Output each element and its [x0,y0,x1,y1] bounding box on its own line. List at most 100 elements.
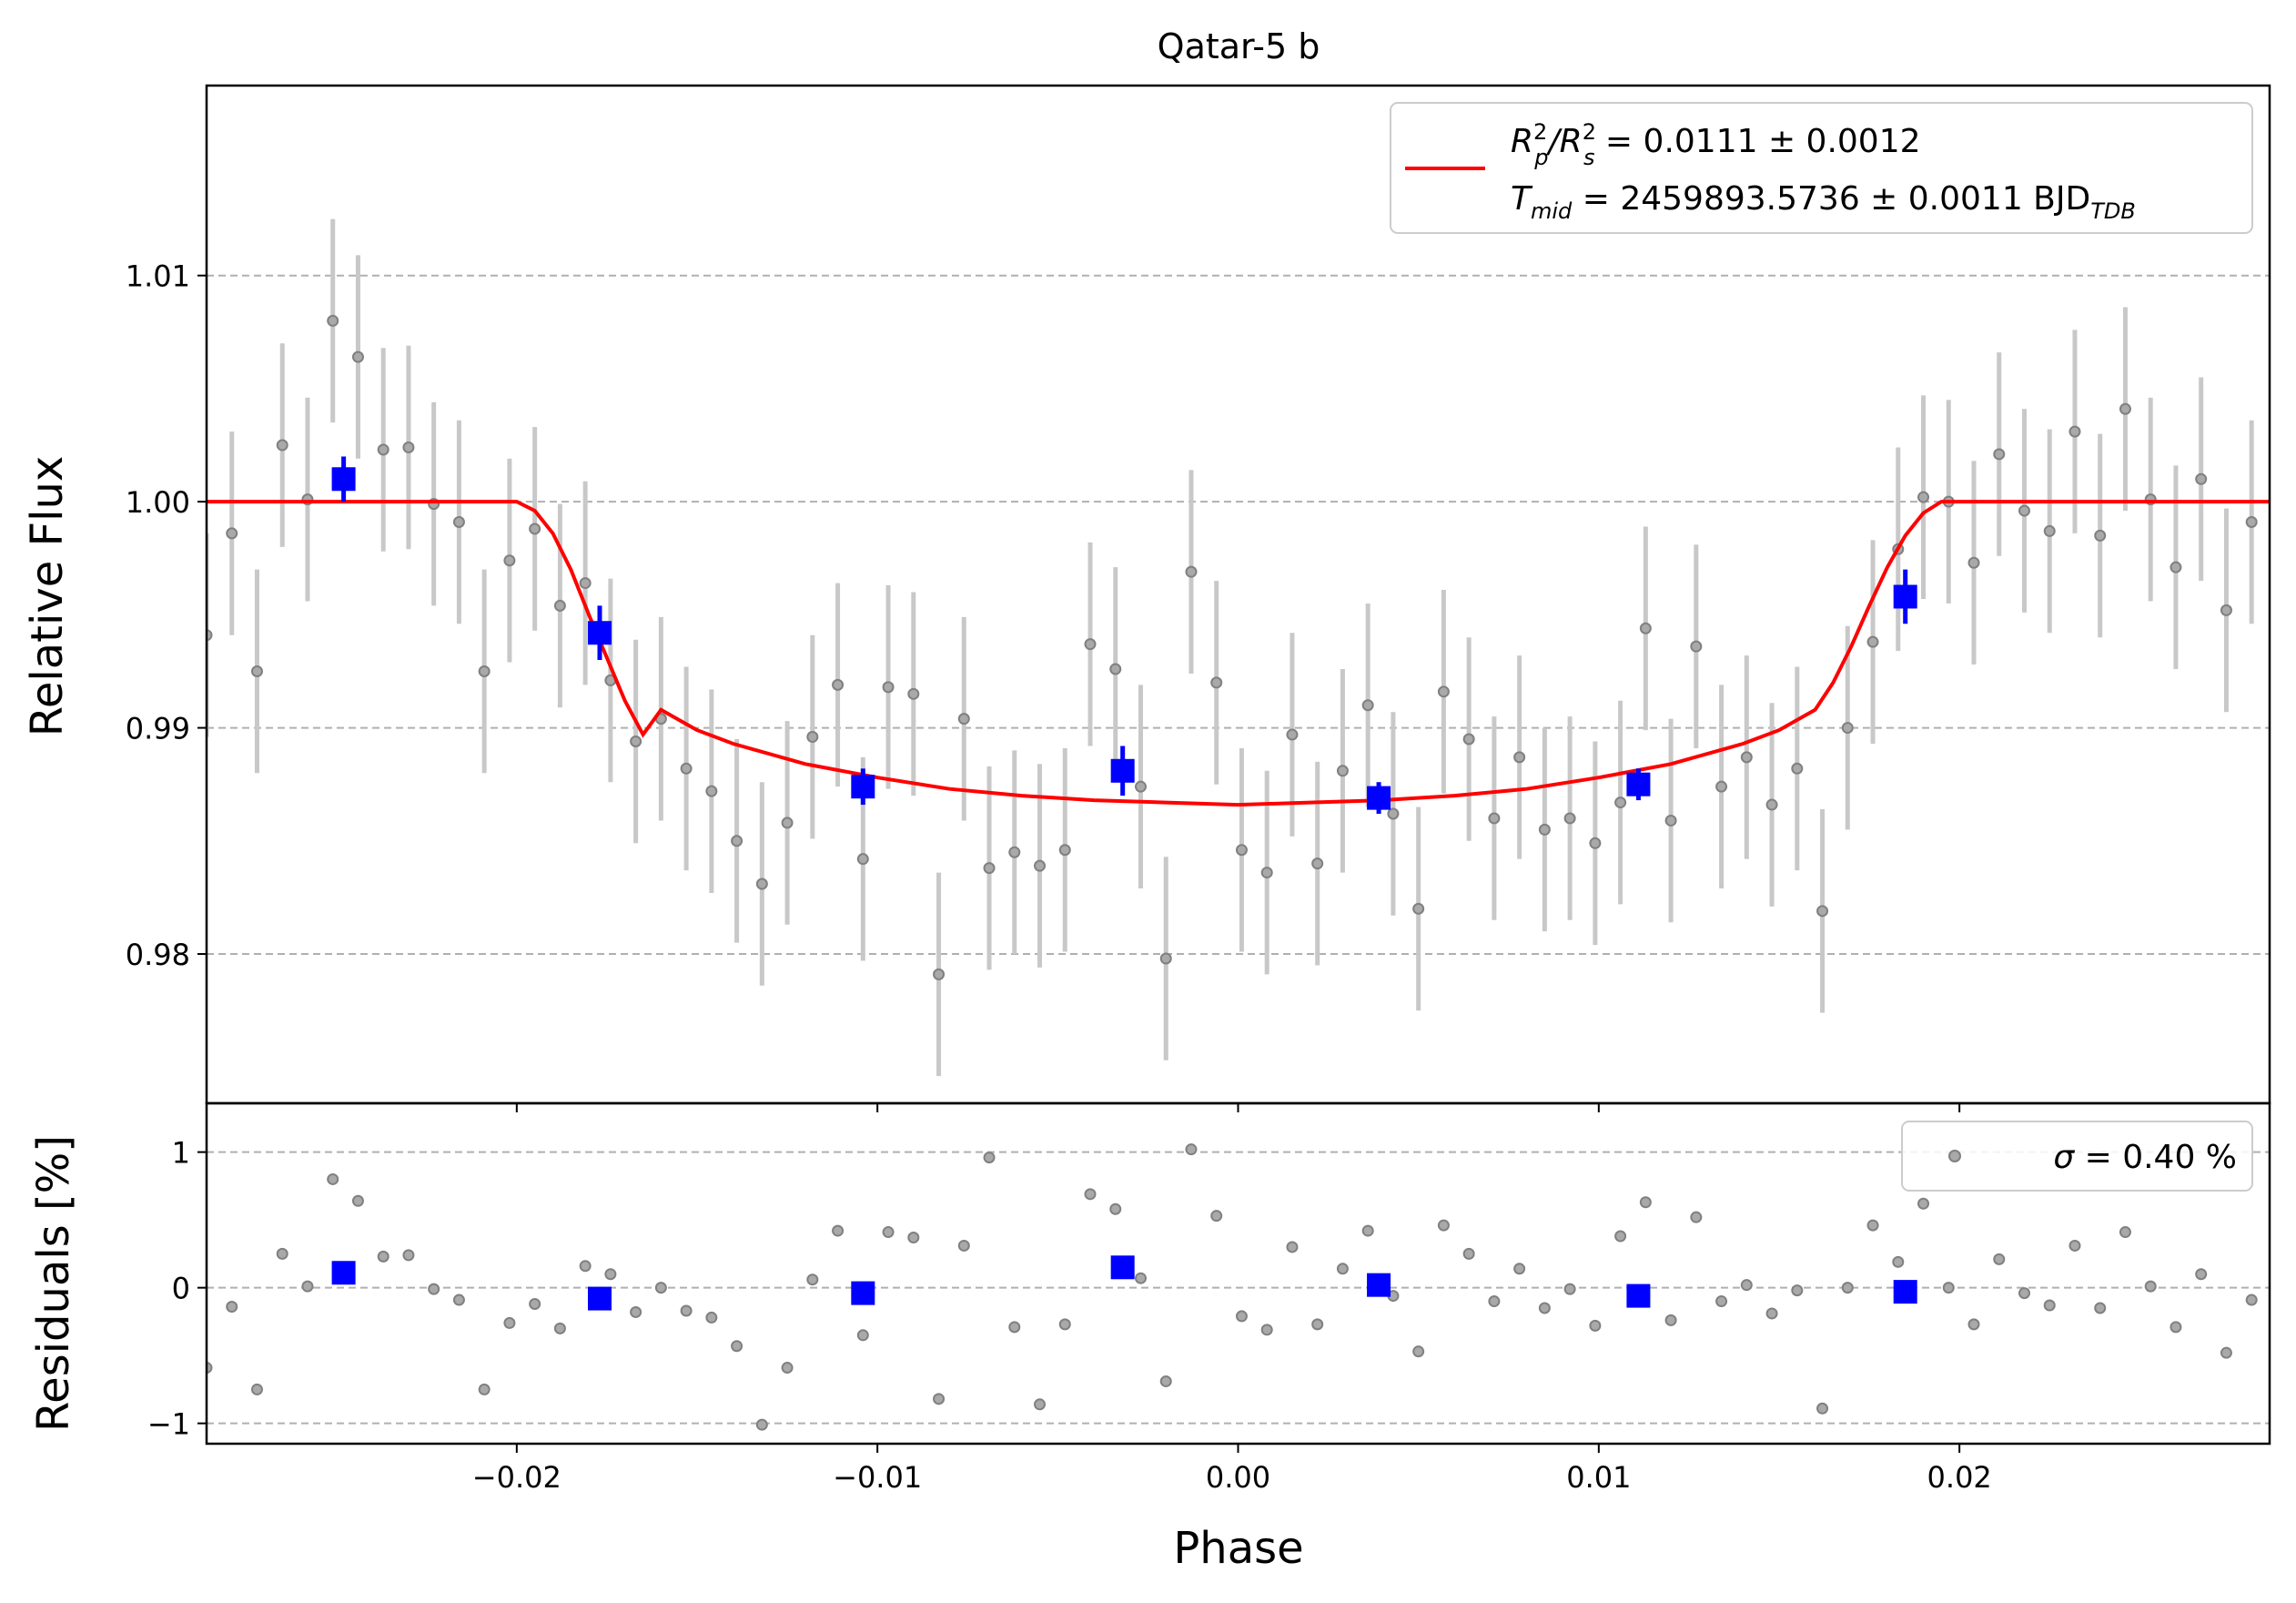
raw-point [2245,515,2258,528]
raw-point [1538,823,1551,836]
raw-point [351,350,364,363]
residual-point [680,1304,693,1317]
raw-point [1589,837,1602,849]
raw-point [207,629,213,642]
residual-point [207,1362,213,1375]
y-tick-label: 1.01 [126,259,190,294]
residual-point [1185,1143,1198,1156]
residual-point [1639,1196,1652,1209]
residual-point [2195,1268,2208,1281]
chart-title: Qatar-5 b [1158,26,1320,66]
x-tick-label: 0.01 [1566,1460,1631,1495]
raw-point [1513,751,1526,764]
raw-point [1336,765,1349,777]
legend-depth-text: R2 p/R2 s = 0.0111 ± 0.0012 [1511,119,1921,170]
residuals-legend: σ = 0.40 % [1901,1121,2253,1192]
residual-point [579,1260,592,1273]
residual-point [2170,1321,2182,1334]
raw-point [226,527,238,540]
raw-point [377,443,389,456]
raw-point [1690,640,1703,653]
raw-point [957,713,970,725]
residual-point [2043,1299,2056,1312]
raw-point [1841,722,1854,735]
raw-point [2119,402,2131,415]
residual-point [731,1340,743,1353]
residual-point [1336,1263,1349,1275]
raw-point [1286,728,1299,741]
flux-legend: R2 p/R2 s = 0.0111 ± 0.0012 Tmid = 2459893… [1390,102,2253,234]
residual-point [2068,1239,2081,1252]
y-tick-label: 0.98 [126,938,190,972]
residual-point [1159,1375,1172,1387]
raw-point [907,687,920,700]
residual-point [553,1322,566,1334]
raw-point [1437,685,1450,698]
raw-point [1134,780,1147,793]
residual-point [1816,1402,1829,1415]
residual-point [1589,1319,1602,1332]
raw-point [1387,807,1400,820]
panel-plot-area [207,1143,2258,1431]
raw-point [680,762,693,775]
raw-point [1109,663,1122,675]
raw-point [882,681,895,694]
residual-point [1740,1279,1753,1292]
binned-point [851,775,875,799]
residual-point [478,1383,491,1395]
binned-residual-point [851,1281,875,1305]
raw-point [1260,867,1273,879]
panel-frame [205,1101,2271,1446]
residual-point [1488,1295,1501,1308]
raw-point [276,439,288,451]
raw-point [327,314,339,327]
model-curve [207,500,2270,807]
y-tick-label: 1.00 [126,485,190,520]
raw-point [755,878,768,890]
binned-residual-point [1110,1255,1135,1280]
residual-point [351,1194,364,1207]
raw-point [983,862,996,875]
residual-point [1917,1197,1930,1210]
raw-point [503,554,516,567]
residual-point [1058,1318,1071,1331]
binned-residual-point [331,1261,356,1285]
residual-point [226,1301,238,1314]
residual-point [402,1249,415,1262]
residual-point [1109,1202,1122,1215]
legend-sigma-text: σ = 0.40 % [2053,1139,2237,1176]
raw-point [1639,622,1652,634]
x-tick-label: 0.02 [1927,1460,1992,1495]
raw-point [705,785,718,797]
binned-point [1367,786,1391,810]
raw-point [1235,844,1248,857]
raw-point [1967,556,1980,569]
raw-point [2170,561,2182,573]
raw-point [731,835,743,847]
residual-point [1134,1272,1147,1284]
y-tick-label: 0.99 [126,712,190,746]
raw-point [529,522,541,535]
residual-point [1311,1318,1324,1331]
raw-point [1563,812,1576,825]
raw-point [1034,859,1047,872]
raw-point [1917,491,1930,503]
raw-point [832,678,845,691]
raw-point [1008,846,1021,858]
residual-point [1286,1241,1299,1253]
bottom-y-axis-label: Residuals [%] [28,1135,79,1432]
residual-point [2144,1280,2157,1293]
raw-point [250,665,263,677]
residuals-panel: −1 0 1 −0.02 −0.01 0.00 0.01 0.02 [147,1101,2271,1495]
x-tick-label: 0.00 [1206,1460,1270,1495]
flux-panel: 0.98 0.99 1.00 1.01 [126,84,2271,1112]
y-tick-label: −1 [147,1407,190,1442]
binned-point [1626,772,1651,796]
residual-point [1412,1345,1425,1358]
residual-point [2119,1226,2131,1239]
panel-plot-area [207,218,2270,1077]
raw-point [553,599,566,612]
residual-point [276,1247,288,1260]
x-axis-label: Phase [1173,1523,1303,1574]
